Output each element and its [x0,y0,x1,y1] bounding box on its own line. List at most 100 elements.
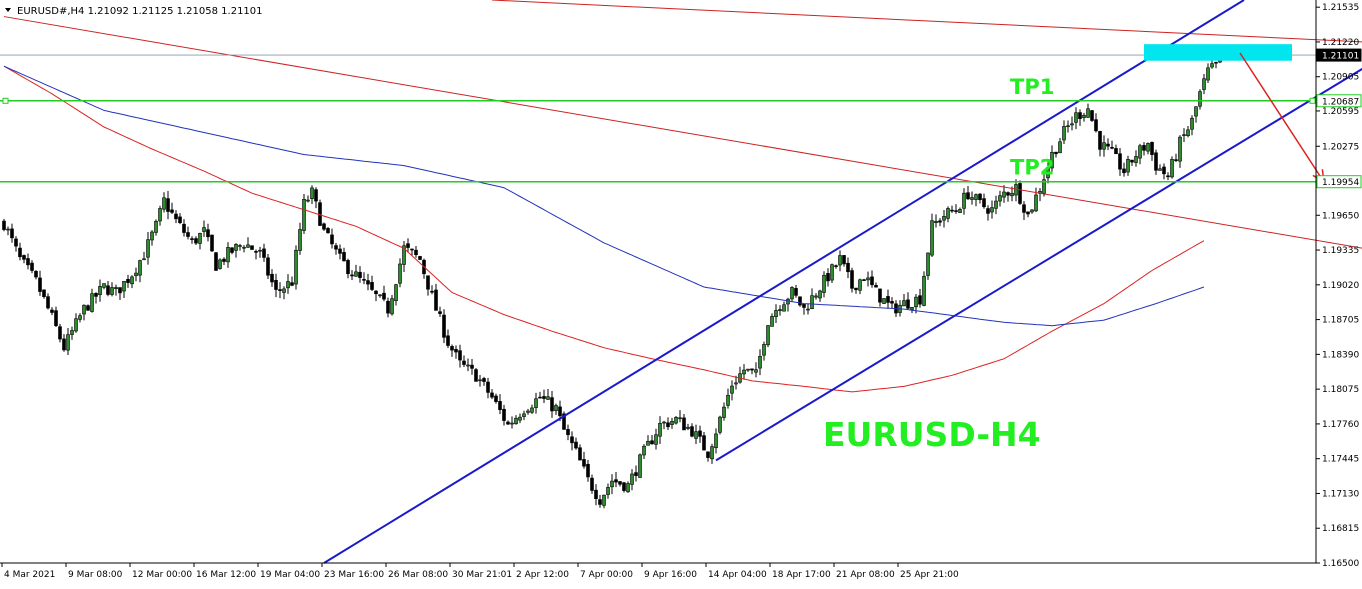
candle [1178,135,1182,168]
candle [46,293,50,310]
candle [470,358,474,375]
candles-layer [2,54,1226,509]
candle [678,410,682,423]
symbol-dropdown-icon[interactable] [5,8,11,12]
svg-text:1.20687: 1.20687 [1322,97,1359,107]
candle [958,207,962,213]
candle [666,417,670,431]
candle [626,481,630,493]
candle [954,204,958,214]
candle [922,271,926,307]
candle [42,289,46,299]
candle [398,258,402,288]
candle [86,304,90,311]
candle [322,222,326,231]
candle [382,285,386,302]
moving-averages-layer [3,65,1205,393]
candle [1006,191,1010,202]
y-tick-label: 1.18075 [1322,385,1359,395]
candle [122,281,126,298]
candle [802,304,806,315]
candle [874,282,878,288]
candle [1046,162,1050,184]
candle [26,253,30,270]
candle [390,294,394,316]
candle [214,252,218,271]
candle [338,244,342,260]
candle [782,301,786,312]
candle [882,298,886,304]
candle [562,411,566,430]
trendlines-layer [3,0,1362,564]
x-tick-label: 21 Apr 08:00 [836,570,895,580]
candle [542,389,546,404]
candle [850,267,854,293]
candle [486,377,490,399]
candle [1130,159,1134,166]
candle [394,283,398,306]
candle [2,218,6,232]
candle [878,288,882,307]
candle [1166,172,1170,181]
candle [246,237,250,248]
channel-upper-line[interactable] [323,0,1245,564]
resistance-short-line[interactable] [491,0,1362,61]
price-tag: 1.20687 [1316,94,1362,108]
candle [194,236,198,245]
candle [646,435,650,446]
candle [458,344,462,368]
svg-text:1.21101: 1.21101 [1322,52,1359,62]
candle [710,443,714,464]
candle [190,236,194,244]
candle [1086,103,1090,118]
candle [514,415,518,425]
candle [478,374,482,387]
candle [182,219,186,237]
candle [766,324,770,348]
candle [930,213,934,257]
candle [174,210,178,224]
candle [1206,63,1210,83]
candle [126,274,130,288]
ma-fast-line[interactable] [3,65,1205,393]
candle [306,195,310,203]
y-tick-label: 1.21220 [1322,38,1359,48]
channel-lower-line[interactable] [715,0,1362,462]
candle [410,248,414,256]
candle [494,393,498,404]
candle [618,481,622,487]
candle [638,453,642,478]
sell-zone[interactable] [1144,44,1292,61]
svg-text:1.19954: 1.19954 [1322,178,1359,188]
candle [598,494,602,508]
candle [602,494,606,509]
candle [206,223,210,242]
y-tick-label: 1.19650 [1322,211,1359,221]
tp1-handle-right[interactable] [1309,97,1316,104]
candle [290,276,294,287]
candle [750,368,754,375]
candle [942,210,946,228]
candle [250,245,254,250]
tp1-handle-left[interactable] [2,97,9,104]
candle [1094,113,1098,133]
candle [54,306,58,327]
candle [302,193,306,234]
candle [58,323,62,343]
candle [530,404,534,414]
candle [990,200,994,219]
candle [870,270,874,288]
candle [278,282,282,299]
candle [498,394,502,415]
candle [490,389,494,400]
candle [350,270,354,281]
candle [158,205,162,226]
candle [574,437,578,450]
candle [1202,74,1206,95]
candle [950,205,954,213]
ma-slow-line[interactable] [3,65,1205,327]
candle [1002,185,1006,203]
candle [346,258,350,279]
resistance-long-line[interactable] [3,16,1362,315]
